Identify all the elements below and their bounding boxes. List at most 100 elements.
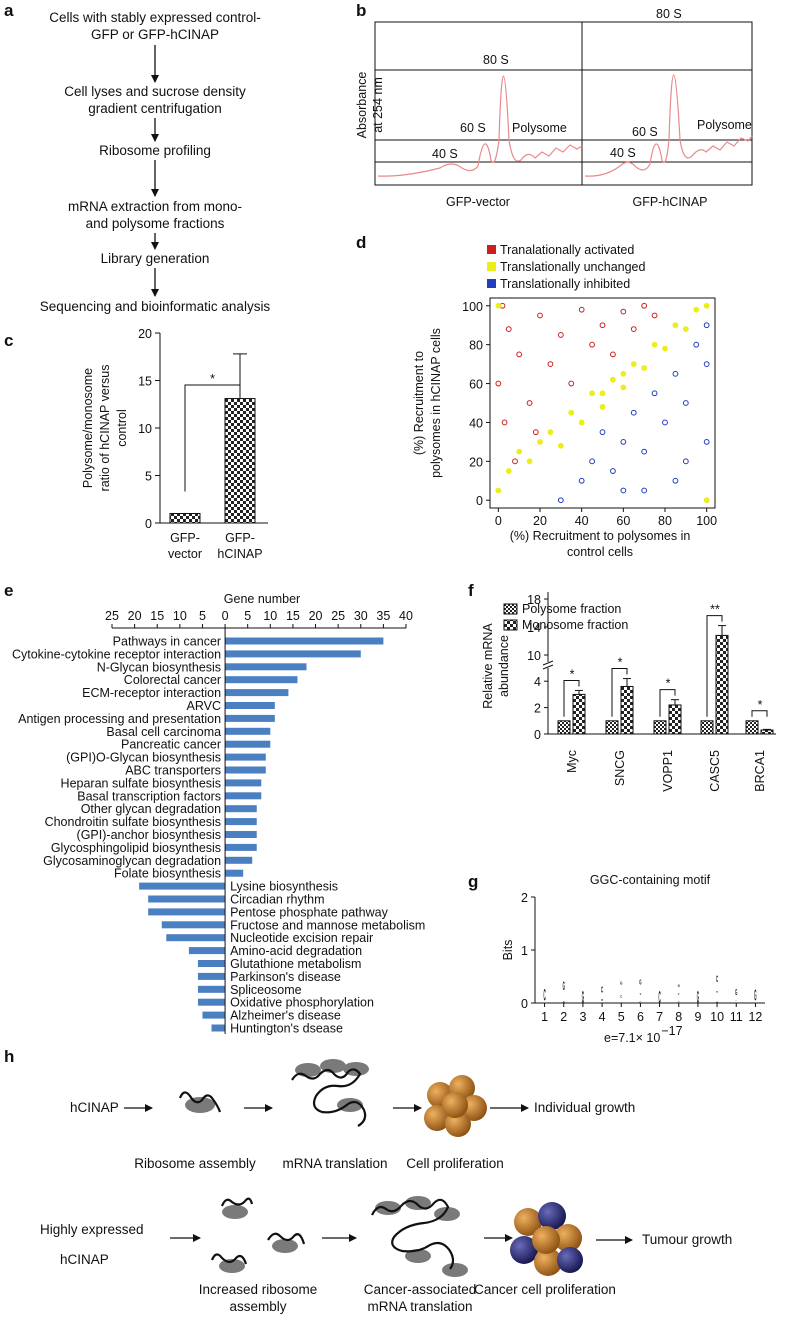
peak-label: 80 S bbox=[483, 53, 509, 67]
plot-frame bbox=[489, 297, 716, 509]
bar bbox=[668, 704, 682, 735]
point bbox=[672, 477, 679, 484]
bar bbox=[557, 720, 571, 735]
legend-swatch bbox=[487, 279, 496, 288]
point bbox=[703, 497, 710, 504]
point bbox=[495, 380, 502, 387]
x-tick-label: hCINAP bbox=[217, 547, 262, 561]
y-tick-label: 0 bbox=[534, 728, 541, 742]
panel-label: d bbox=[356, 233, 366, 252]
category-label: Lysine biosynthesis bbox=[230, 880, 338, 894]
bar bbox=[197, 998, 226, 1006]
point bbox=[630, 361, 637, 368]
point bbox=[610, 468, 616, 474]
step-label: mRNA translation bbox=[367, 1299, 472, 1314]
y-tick-label: 0 bbox=[476, 494, 483, 508]
x-tick-label: 80 bbox=[658, 514, 672, 528]
point bbox=[662, 345, 668, 352]
peak-label: 40 S bbox=[610, 146, 636, 160]
point bbox=[578, 477, 585, 484]
bar bbox=[225, 869, 244, 877]
axis-break bbox=[542, 660, 554, 666]
y-tick-label: 60 bbox=[469, 378, 483, 392]
logo-letter: C bbox=[639, 1002, 642, 1004]
category-label: Pentose phosphate pathway bbox=[230, 905, 389, 919]
y-tick-label: 4 bbox=[534, 675, 541, 689]
point bbox=[578, 306, 585, 313]
category-label: Antigen processing and presentation bbox=[18, 712, 221, 726]
logo-letter: T bbox=[678, 994, 681, 996]
ribosome bbox=[405, 1249, 431, 1263]
ribosome bbox=[272, 1239, 298, 1253]
bar bbox=[225, 637, 384, 645]
logo-letter: C bbox=[678, 1002, 681, 1004]
y-tick-label: 100 bbox=[462, 300, 483, 314]
bar bbox=[225, 689, 289, 697]
point bbox=[557, 497, 564, 504]
y-tick-label: 10 bbox=[138, 422, 152, 436]
legend-label: Monosome fraction bbox=[522, 618, 628, 632]
x-tick-label: 20 bbox=[309, 609, 323, 623]
category-label: Parkinson's disease bbox=[230, 970, 341, 984]
flow-step: and polysome fractions bbox=[86, 216, 225, 231]
point bbox=[703, 322, 710, 329]
mrna bbox=[178, 1091, 222, 1113]
significance-bracket bbox=[706, 615, 723, 717]
category-label: (GPI)-anchor biosynthesis bbox=[77, 828, 222, 842]
y-axis-label: Absorbance bbox=[355, 72, 369, 139]
category-label: ABC transporters bbox=[125, 764, 221, 778]
point bbox=[599, 429, 606, 436]
diagram-input: hCINAP bbox=[70, 1100, 119, 1115]
y-tick-label: 2 bbox=[534, 702, 541, 716]
ribosome bbox=[442, 1263, 468, 1277]
x-tick-label: 11 bbox=[730, 1010, 743, 1024]
category-label: Folate biosynthesis bbox=[114, 867, 221, 881]
x-tick-label: 10 bbox=[173, 609, 187, 623]
x-axis-label: Gene number bbox=[224, 592, 300, 606]
category-label: Pancreatic cancer bbox=[121, 738, 221, 752]
bar bbox=[760, 729, 774, 735]
bar bbox=[225, 740, 271, 748]
bar bbox=[225, 702, 275, 709]
point bbox=[557, 442, 564, 449]
x-tick-label: BRCA1 bbox=[753, 750, 767, 792]
x-tick-label: 5 bbox=[199, 609, 206, 623]
profile-curve bbox=[584, 74, 753, 177]
point bbox=[526, 400, 533, 406]
category-label: Fructose and mannose metabolism bbox=[230, 918, 425, 932]
step-label: Ribosome assembly bbox=[134, 1156, 256, 1171]
bar bbox=[148, 895, 226, 903]
x-tick-label: 1 bbox=[541, 1010, 548, 1024]
bar bbox=[700, 720, 714, 735]
step-label: Cancer cell proliferation bbox=[474, 1282, 616, 1297]
legend-swatch bbox=[487, 262, 496, 271]
profile-name: GFP-hCINAP bbox=[632, 195, 707, 209]
y-tick-label: 2 bbox=[521, 891, 528, 905]
logo-letter: G bbox=[639, 979, 641, 987]
significance-label: * bbox=[618, 656, 623, 670]
logo-letter: C bbox=[601, 987, 604, 995]
point bbox=[547, 361, 554, 368]
point bbox=[630, 326, 637, 333]
point bbox=[641, 302, 648, 309]
point bbox=[693, 341, 700, 348]
significance-bracket bbox=[563, 679, 580, 717]
cancer-cell-cluster bbox=[510, 1202, 583, 1276]
logo-letter: A bbox=[563, 1001, 565, 1004]
category-label: Chondroitin sulfate biosynthesis bbox=[45, 815, 222, 829]
mrna bbox=[291, 1068, 367, 1127]
x-tick-label: 60 bbox=[616, 514, 630, 528]
mrna bbox=[220, 1197, 254, 1207]
x-tick-label: 15 bbox=[286, 609, 300, 623]
peak-label: Polysome bbox=[697, 118, 752, 132]
logo-letter: C bbox=[716, 975, 718, 984]
logo-letter: G bbox=[754, 988, 756, 1005]
y-axis-label: Relative mRNA bbox=[481, 623, 495, 709]
point bbox=[495, 302, 502, 309]
category-label: Pathways in cancer bbox=[113, 635, 221, 649]
point bbox=[505, 468, 512, 474]
category-label: Cytokine-cytokine receptor interaction bbox=[12, 647, 221, 661]
point bbox=[693, 306, 700, 313]
peak-label: 80 S bbox=[656, 7, 682, 21]
logo-letter: G bbox=[678, 984, 681, 988]
